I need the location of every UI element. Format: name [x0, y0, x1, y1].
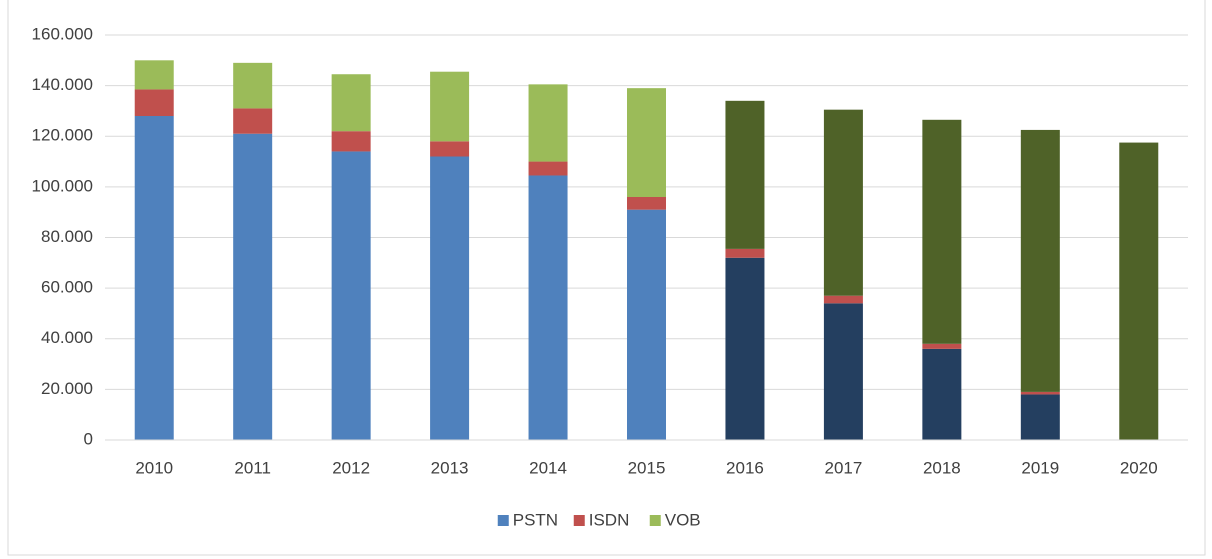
x-tick-label: 2014 [529, 458, 567, 477]
bar-segment [1119, 142, 1159, 440]
y-tick-label: 60.000 [41, 278, 93, 297]
bar-segment [823, 109, 863, 296]
legend-label: VOB [665, 510, 701, 529]
bar-segment [331, 74, 371, 132]
bar-segment [627, 88, 666, 197]
bar-segment [430, 141, 470, 157]
bar-segment [331, 131, 371, 152]
bar-segment [1020, 391, 1060, 395]
legend-swatch [497, 515, 509, 526]
y-tick-label: 20.000 [41, 379, 93, 398]
x-tick-label: 2018 [923, 458, 961, 477]
x-tick-label: 2019 [1021, 458, 1059, 477]
legend-swatch [649, 515, 661, 526]
bar-segment [823, 295, 863, 304]
bar-segment [233, 108, 273, 134]
bar-segment [233, 133, 273, 440]
bar-segment [430, 71, 470, 142]
bar-segment [528, 175, 568, 440]
bar-segment [528, 84, 568, 162]
bar-segment [331, 151, 371, 440]
bar-segment [134, 116, 174, 440]
bar-segment [725, 100, 765, 249]
y-tick-label: 160.000 [32, 24, 93, 43]
bar-segment [134, 60, 174, 90]
bar-segment [1020, 129, 1060, 392]
x-tick-label: 2012 [332, 458, 370, 477]
x-tick-label: 2016 [726, 458, 764, 477]
x-tick-label: 2015 [628, 458, 666, 477]
bar-segment [725, 248, 765, 258]
bar-segment [430, 156, 470, 440]
y-tick-label: 120.000 [32, 126, 93, 145]
y-tick-label: 140.000 [32, 75, 93, 94]
bar-segment [823, 303, 863, 440]
bar-segment [922, 348, 962, 440]
bar-segment [134, 89, 174, 116]
y-tick-label: 80.000 [41, 227, 93, 246]
x-tick-label: 2013 [431, 458, 469, 477]
bar-segment [922, 119, 962, 344]
bar-segment [725, 257, 765, 440]
bar-segment [1020, 394, 1060, 440]
legend-swatch [573, 515, 585, 526]
x-tick-label: 2017 [824, 458, 862, 477]
bar-segment [922, 343, 962, 349]
y-tick-label: 100.000 [32, 176, 93, 195]
y-tick-label: 0 [84, 429, 93, 448]
bar-segment [233, 62, 273, 109]
legend-label: PSTN [513, 510, 558, 529]
bar-segment [627, 209, 666, 440]
chart-border [7, 0, 1206, 556]
x-tick-label: 2010 [135, 458, 173, 477]
legend-label: ISDN [589, 510, 630, 529]
y-tick-label: 40.000 [41, 328, 93, 347]
x-tick-label: 2011 [234, 458, 271, 477]
x-tick-label: 2020 [1120, 458, 1158, 477]
bar-segment [627, 197, 666, 210]
bar-segment [528, 161, 568, 176]
